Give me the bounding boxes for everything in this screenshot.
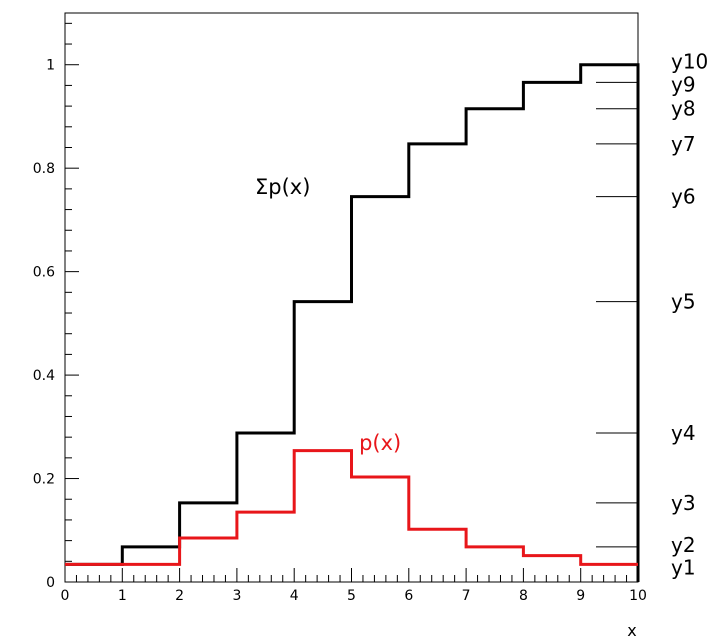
right-axis-label-y3: y3 [671, 491, 696, 515]
x-tick-label: 0 [61, 588, 70, 604]
y-tick-label: 0 [46, 575, 55, 591]
x-tick-label: 10 [629, 588, 647, 604]
right-axis-label-y1: y1 [671, 555, 696, 579]
probability-series-label: p(x) [359, 431, 401, 455]
labels-group: Σp(x) p(x) x [255, 175, 637, 638]
y-tick-label: 0.4 [33, 368, 55, 384]
right-axis-label-y7: y7 [671, 132, 696, 156]
x-tick-label: 4 [290, 588, 299, 604]
right-axis-label-y8: y8 [671, 97, 696, 121]
right-axis-label-y10: y10 [671, 50, 708, 74]
x-tick-label: 5 [347, 588, 356, 604]
y-axis-ticks: 0 0.2 0.4 0.6 0.8 1 [33, 22, 79, 591]
right-axis-label-y2: y2 [671, 533, 696, 557]
x-tick-label: 2 [175, 588, 184, 604]
y-tick-label: 0.2 [33, 472, 55, 488]
x-tick-label: 1 [118, 588, 127, 604]
x-tick-label: 3 [232, 588, 241, 604]
x-tick-label: 7 [462, 588, 471, 604]
y-tick-label: 0.8 [33, 161, 55, 177]
right-axis-label-y5: y5 [671, 290, 696, 314]
y-tick-label: 1 [46, 58, 55, 74]
right-axis-label-y9: y9 [671, 72, 696, 96]
y-tick-label: 0.6 [33, 265, 55, 281]
x-axis-ticks: 0 1 2 3 4 5 6 7 8 9 10 [61, 568, 647, 604]
cumulative-series-label: Σp(x) [255, 175, 310, 199]
series-group [65, 63, 640, 582]
series-line-probability [65, 449, 638, 566]
right-axis-label-y4: y4 [671, 421, 696, 445]
x-tick-label: 9 [576, 588, 585, 604]
right-axis-label-y6: y6 [671, 185, 696, 209]
x-axis-title: x [627, 621, 636, 638]
x-tick-label: 6 [404, 588, 413, 604]
x-tick-label: 8 [519, 588, 528, 604]
series-line-cumulative [65, 63, 640, 582]
